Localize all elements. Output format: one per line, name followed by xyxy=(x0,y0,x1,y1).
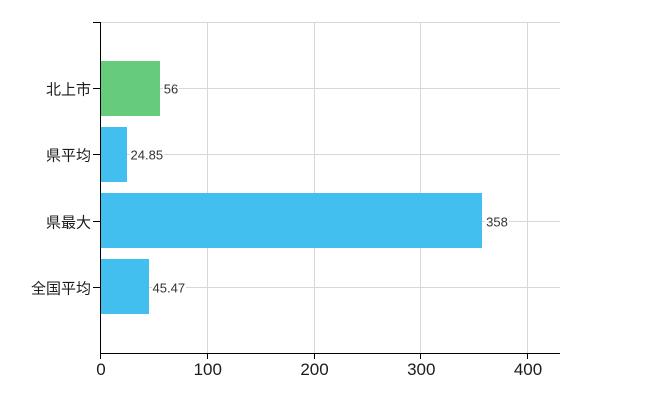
horizontal-gridline xyxy=(100,154,560,156)
x-tick-label: 300 xyxy=(407,360,436,379)
y-axis-line xyxy=(100,22,101,353)
bar-1 xyxy=(100,60,160,116)
x-axis-tick xyxy=(313,353,315,359)
y-axis-tick xyxy=(93,154,100,156)
vertical-gridline xyxy=(527,22,528,353)
x-tick-label: 0 xyxy=(96,360,106,379)
y-axis-tick xyxy=(93,22,100,23)
x-tick-label: 200 xyxy=(300,360,329,379)
x-axis-tick xyxy=(527,353,528,359)
bar-4 xyxy=(100,259,149,315)
horizontal-gridline xyxy=(100,286,560,288)
x-tick-label: 100 xyxy=(193,360,222,379)
vertical-gridline xyxy=(313,22,315,353)
bar-3 xyxy=(100,193,483,249)
horizontal-gridline xyxy=(100,22,560,23)
x-axis-line xyxy=(100,353,560,354)
bar-value-label: 358 xyxy=(485,214,509,230)
bar-value-label: 56 xyxy=(162,81,180,97)
bar-2 xyxy=(100,126,127,182)
bar-value-label: 24.85 xyxy=(129,147,165,163)
x-axis-tick xyxy=(420,353,422,359)
y-axis-tick xyxy=(93,286,100,288)
x-tick-label: 400 xyxy=(513,360,543,379)
category-label: 全国平均 xyxy=(30,280,91,298)
y-axis-tick xyxy=(93,88,100,90)
category-label: 北上市 xyxy=(45,81,91,99)
category-label: 県平均 xyxy=(45,147,91,165)
category-label: 県最大 xyxy=(45,214,91,232)
y-axis-tick xyxy=(93,220,100,222)
horizontal-gridline xyxy=(100,88,560,90)
vertical-gridline xyxy=(206,22,208,353)
x-axis-tick xyxy=(206,353,208,359)
x-axis-tick xyxy=(100,353,101,359)
vertical-gridline xyxy=(420,22,422,353)
bar-value-label: 45.47 xyxy=(151,280,187,296)
